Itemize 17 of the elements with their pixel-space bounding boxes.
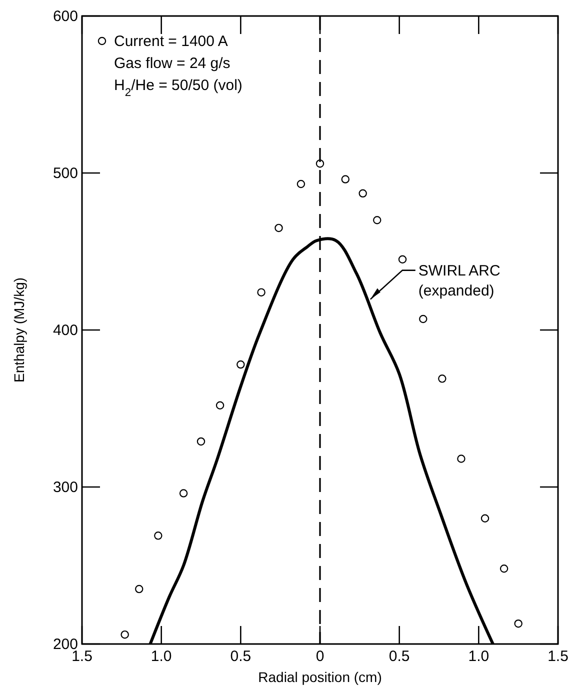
y-tick-label: 300	[52, 479, 78, 496]
x-tick-label: 1.0	[150, 648, 172, 665]
y-tick-label: 600	[52, 8, 78, 25]
legend-label: Current = 1400 A	[114, 33, 228, 50]
x-tick-label: 1.5	[72, 648, 92, 665]
x-axis-title: Radial position (cm)	[258, 669, 382, 685]
legend-label: SWIRL ARC (expanded)	[418, 262, 501, 300]
annotation: H$_{2}$/He = 50/50 (vol)	[114, 77, 242, 99]
x-tick-label: 0	[316, 648, 324, 665]
y-axis-title: Enthalpy (MJ/kg)	[11, 277, 27, 383]
y-tick-label: 500	[52, 165, 78, 182]
x-tick-label: 0.5	[388, 648, 410, 665]
y-tick-label: 400	[52, 322, 78, 339]
x-tick-label: 1.5	[548, 648, 568, 665]
x-tick-label: 1.0	[468, 648, 490, 665]
x-tick-label: 0.5	[230, 648, 252, 665]
annotation: Gas flow = 24 g/s	[114, 55, 230, 72]
